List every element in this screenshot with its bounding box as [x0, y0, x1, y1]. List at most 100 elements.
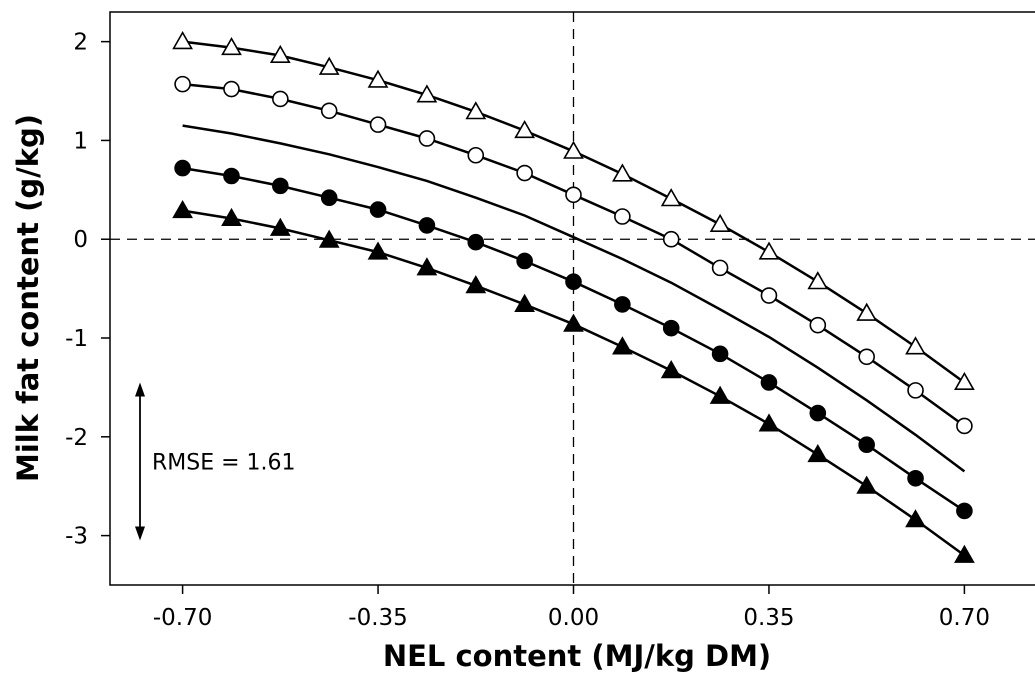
data-point	[320, 102, 338, 120]
series-1	[172, 30, 975, 391]
data-point	[369, 116, 387, 133]
data-point	[223, 80, 240, 98]
data-point	[369, 201, 387, 218]
plot-border	[109, 11, 1035, 586]
y-tick-label: -3	[65, 524, 88, 550]
data-point	[858, 436, 875, 454]
data-point	[709, 213, 731, 232]
data-point	[905, 336, 926, 355]
x-tick-label: 0.00	[548, 605, 599, 631]
data-point	[809, 404, 827, 422]
series-line	[182, 124, 966, 473]
data-point	[612, 336, 633, 355]
data-point	[614, 208, 631, 225]
data-point	[660, 188, 682, 207]
data-point	[954, 544, 975, 563]
data-point	[758, 241, 780, 260]
data-point	[565, 273, 582, 291]
data-point	[612, 163, 633, 182]
data-point	[416, 84, 438, 103]
data-point	[320, 189, 338, 207]
data-point	[709, 385, 731, 404]
data-point	[465, 101, 487, 120]
x-tick-label: 0.35	[743, 605, 794, 631]
x-axis-ticks: -0.70 -0.35 0.00 0.35 0.70	[153, 585, 990, 631]
data-point	[907, 470, 924, 487]
x-tick-label: -0.70	[153, 605, 213, 631]
y-axis-ticks: -3 -2 -1 0 1 2	[65, 30, 110, 550]
data-point	[856, 475, 878, 494]
data-point	[711, 259, 729, 277]
data-point	[563, 313, 584, 332]
data-point	[172, 199, 193, 219]
data-point	[174, 75, 191, 93]
data-point	[858, 348, 875, 366]
data-point	[662, 230, 680, 248]
data-point	[172, 30, 193, 50]
data-point	[956, 417, 973, 435]
data-point	[418, 217, 436, 234]
data-point	[467, 233, 485, 251]
data-point	[565, 186, 582, 204]
x-axis-title: NEL content (MJ/kg DM)	[383, 639, 771, 673]
y-tick-label: 1	[73, 128, 88, 154]
data-point	[269, 217, 291, 236]
data-point	[174, 159, 191, 177]
series-2	[174, 75, 973, 435]
data-point	[760, 374, 778, 391]
data-point	[614, 296, 631, 313]
data-point	[711, 345, 729, 363]
y-axis-title: Milk fat content (g/kg)	[11, 114, 45, 482]
reference-lines	[110, 12, 1035, 585]
data-point	[954, 371, 975, 391]
data-point	[956, 502, 973, 520]
arrow-down-head	[135, 526, 145, 541]
series-5	[172, 199, 975, 563]
data-point	[807, 271, 829, 290]
series-3	[182, 124, 966, 473]
data-point	[807, 443, 829, 463]
data-point	[907, 382, 924, 399]
data-point	[465, 275, 487, 294]
data-point	[662, 319, 680, 337]
data-point	[758, 413, 780, 432]
y-tick-label: -1	[65, 326, 88, 352]
data-point	[318, 56, 340, 75]
data-point	[221, 207, 242, 226]
data-point	[760, 287, 778, 304]
data-point	[905, 509, 926, 528]
data-point	[809, 316, 827, 334]
series-layer	[172, 30, 975, 563]
data-point	[856, 302, 878, 321]
data-point	[416, 257, 438, 276]
data-point	[516, 252, 533, 270]
x-tick-label: -0.35	[348, 605, 408, 631]
data-point	[272, 90, 289, 108]
annotation-layer: RMSE = 1.61	[135, 382, 296, 541]
data-point	[516, 164, 533, 182]
plot-frame	[109, 11, 1035, 586]
x-tick-label: 0.70	[939, 605, 990, 631]
data-point	[563, 140, 584, 159]
data-point	[660, 359, 682, 379]
y-tick-label: -2	[65, 425, 88, 451]
data-point	[467, 146, 485, 164]
arrow-up-head	[135, 382, 145, 397]
data-point	[272, 177, 289, 195]
data-point	[514, 293, 535, 313]
data-point	[367, 69, 389, 88]
series-line	[182, 209, 966, 557]
data-point	[418, 130, 436, 147]
y-tick-label: 0	[73, 227, 88, 253]
rmse-annotation: RMSE = 1.61	[135, 382, 296, 541]
data-point	[269, 44, 291, 64]
data-point	[367, 241, 389, 260]
series-4	[174, 159, 973, 520]
y-tick-label: 2	[73, 30, 88, 56]
data-point	[223, 167, 240, 185]
data-point	[221, 36, 242, 56]
data-point	[514, 119, 535, 139]
data-point	[318, 229, 340, 248]
rmse-label: RMSE = 1.61	[152, 451, 296, 476]
